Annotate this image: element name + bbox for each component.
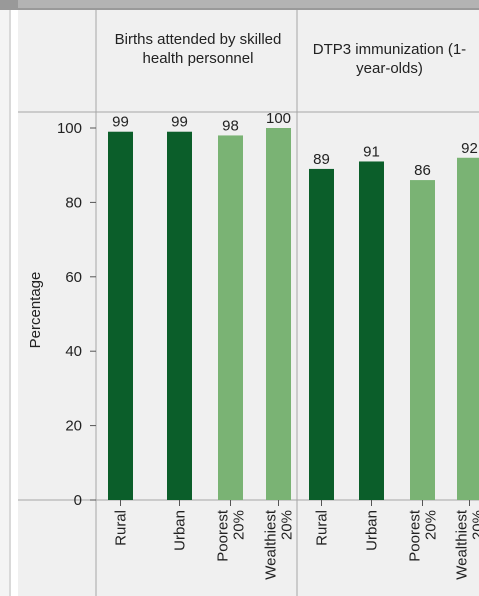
bar-p2-1 bbox=[309, 168, 334, 501]
bar-p1-4 bbox=[266, 128, 291, 500]
panel-1-title: Births attended by skilled health person… bbox=[114, 31, 282, 67]
data-label-p2-3: 86 bbox=[414, 162, 431, 179]
data-label-p1-4: 100 bbox=[266, 110, 291, 127]
data-label-p2-1: 89 bbox=[313, 151, 330, 168]
bar-p2-2 bbox=[359, 161, 384, 501]
x-tick-label-p2-1: Rural bbox=[314, 510, 331, 546]
panel-2-title: DTP3 immunization (1-year-olds) bbox=[312, 41, 467, 77]
x-tick-label-p2-4: Wealthiest20% bbox=[454, 509, 479, 580]
y-tick-label-100: 100 bbox=[57, 120, 82, 137]
bar-p2-3 bbox=[410, 180, 435, 500]
x-tick-label-p1-3: Poorest20% bbox=[215, 509, 248, 562]
x-tick-label-p2-3: Poorest20% bbox=[407, 509, 440, 562]
bar-p1-1 bbox=[108, 131, 133, 500]
y-tick-label-20: 20 bbox=[65, 418, 82, 435]
data-label-p2-2: 91 bbox=[363, 143, 380, 160]
x-tick-label-p1-4: Wealthiest20% bbox=[263, 509, 296, 580]
x-tick-label-p1-2: Urban bbox=[172, 510, 189, 551]
data-label-p2-4: 92 bbox=[461, 140, 478, 157]
y-tick-label-80: 80 bbox=[65, 194, 82, 211]
data-label-p1-3: 98 bbox=[222, 117, 239, 134]
y-tick-label-0: 0 bbox=[74, 492, 82, 509]
data-label-p1-2: 99 bbox=[171, 114, 188, 131]
top-border bbox=[0, 0, 479, 10]
x-tick-label-p2-2: Urban bbox=[364, 510, 381, 551]
left-strip bbox=[0, 10, 11, 596]
chart-frame bbox=[18, 10, 479, 596]
y-tick-label-60: 60 bbox=[65, 269, 82, 286]
x-tick-label-p1-1: Rural bbox=[113, 510, 130, 546]
bar-p1-2 bbox=[167, 131, 192, 500]
y-axis-label: Percentage bbox=[27, 272, 44, 349]
top-border-inner bbox=[18, 0, 479, 8]
y-tick-label-40: 40 bbox=[65, 343, 82, 360]
bar-p2-4 bbox=[457, 157, 479, 500]
data-label-p1-1: 99 bbox=[112, 114, 129, 131]
bar-p1-3 bbox=[218, 135, 243, 500]
